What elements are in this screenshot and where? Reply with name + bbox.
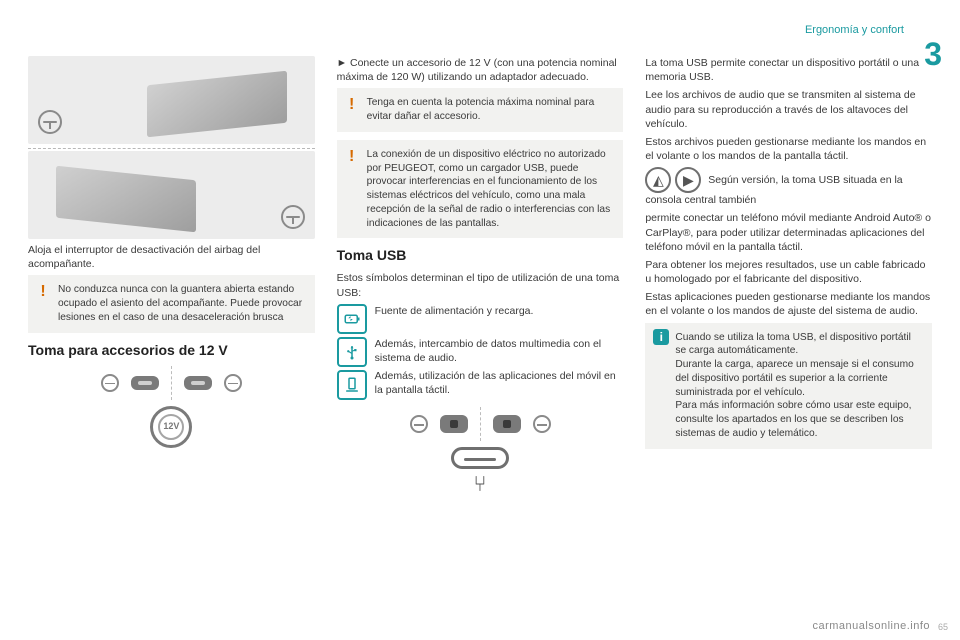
warning-text: No conduzca nunca con la guantera abiert… — [58, 284, 302, 323]
usb-location-row — [337, 407, 624, 441]
socket-slot-icon — [131, 376, 159, 390]
usb-type-label: Fuente de alimentación y recarga. — [375, 304, 624, 318]
steering-wheel-icon — [410, 415, 428, 433]
warning-unauthorized-device: ! La conexión de un dispositivo eléctric… — [337, 140, 624, 239]
glovebox-shape — [56, 166, 196, 233]
usb-data-icon — [337, 337, 367, 367]
usb-symbol-icon: ⑂ — [337, 469, 624, 499]
play-icon: ▶ — [675, 167, 701, 193]
nav-triangle-icon: ◭ — [645, 167, 671, 193]
heading-12v: Toma para accesorios de 12 V — [28, 341, 315, 360]
glovebox-image-left — [28, 56, 315, 144]
steering-wheel-icon — [281, 205, 305, 229]
glovebox-image-right — [28, 151, 315, 239]
usb-port-icon — [440, 415, 468, 433]
usb-desc-5: Para obtener los mejores resultados, use… — [645, 258, 932, 286]
usb-desc-4b: permite conectar un teléfono móvil media… — [645, 211, 932, 254]
info-text: Cuando se utiliza la toma USB, el dispos… — [675, 332, 913, 439]
usb-type-data: Además, intercambio de datos multimedia … — [337, 337, 624, 402]
glovebox-shape — [147, 71, 287, 138]
warning-power: ! Tenga en cuenta la potencia máxima nom… — [337, 88, 624, 132]
column-1: Aloja el interruptor de desactivación de… — [28, 56, 315, 499]
info-icon: i — [653, 329, 669, 345]
usb-desc-3: Estos archivos pueden gestionarse median… — [645, 135, 932, 163]
image-separator — [28, 148, 315, 149]
usb-type-label: Además, utilización de las aplicaciones … — [375, 369, 624, 397]
power-icon — [337, 304, 367, 334]
warning-icon: ! — [345, 146, 359, 168]
page-number: 65 — [938, 622, 948, 632]
info-usb-charging: i Cuando se utiliza la toma USB, el disp… — [645, 323, 932, 449]
usb-type-power: Fuente de alimentación y recarga. — [337, 304, 624, 334]
column-3: La toma USB permite conectar un disposit… — [645, 56, 932, 499]
usb-desc-4: ◭ ▶ Según versión, la toma USB situada e… — [645, 167, 932, 207]
chapter-number: 3 — [924, 36, 942, 73]
footer-link: carmanualsonline.info — [812, 620, 930, 632]
warning-glovebox: ! No conduzca nunca con la guantera abie… — [28, 275, 315, 332]
socket-slot-icon — [184, 376, 212, 390]
steering-wheel-icon — [38, 110, 62, 134]
warning-icon: ! — [345, 94, 359, 116]
usb-type-label: Además, intercambio de datos multimedia … — [375, 337, 624, 365]
glovebox-caption: Aloja el interruptor de desactivación de… — [28, 243, 315, 271]
usb-port-icon — [493, 415, 521, 433]
12v-location-row — [28, 366, 315, 400]
usb-desc-1: La toma USB permite conectar un disposit… — [645, 56, 932, 84]
divider — [171, 366, 172, 400]
steering-wheel-icon — [533, 415, 551, 433]
12v-label: 12V — [163, 420, 179, 432]
usb-c-port-icon — [451, 447, 509, 469]
warning-text: La conexión de un dispositivo eléctrico … — [367, 149, 611, 229]
heading-usb: Toma USB — [337, 246, 624, 265]
divider — [480, 407, 481, 441]
steering-wheel-icon — [224, 374, 242, 392]
usb-desc-2: Lee los archivos de audio que se transmi… — [645, 88, 932, 131]
usb-intro-text: Estos símbolos determinan el tipo de uti… — [337, 271, 624, 299]
warning-text: Tenga en cuenta la potencia máxima nomin… — [367, 97, 595, 122]
warning-icon: ! — [36, 281, 50, 303]
12v-socket-icon: 12V — [150, 406, 192, 448]
connect-accessory-text: ► Conecte un accesorio de 12 V (con una … — [337, 56, 624, 84]
phone-mirror-icon — [337, 370, 367, 400]
section-title: Ergonomía y confort — [805, 24, 904, 36]
usb-desc-6: Estas aplicaciones pueden gestionarse me… — [645, 290, 932, 318]
steering-wheel-icon — [101, 374, 119, 392]
column-2: ► Conecte un accesorio de 12 V (con una … — [337, 56, 624, 499]
